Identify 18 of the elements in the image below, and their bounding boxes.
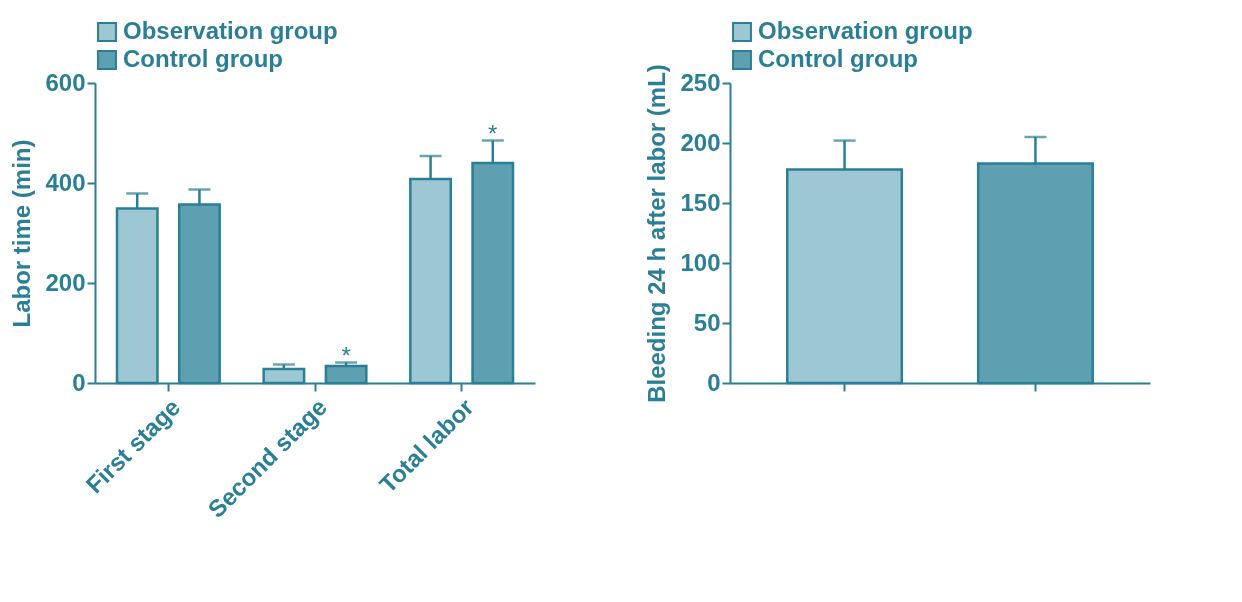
data-label: * xyxy=(341,341,351,369)
y-tick-label: 100 xyxy=(680,248,721,276)
y-axis-title: Bleeding 24 h after labor (mL) xyxy=(643,64,671,403)
y-tick-label: 0 xyxy=(72,368,86,396)
data-label: * xyxy=(488,119,498,147)
legend-label: Observation group xyxy=(758,17,973,44)
y-tick-label: 50 xyxy=(693,308,721,336)
y-tick-label: 0 xyxy=(707,368,721,396)
y-tick-label: 400 xyxy=(45,168,86,196)
y-tick-label: 150 xyxy=(680,188,721,216)
y-tick-label: 600 xyxy=(45,68,86,96)
legend-label: Observation group xyxy=(123,17,338,44)
y-tick-label: 200 xyxy=(680,128,721,156)
legend-label: Control group xyxy=(758,45,918,72)
y-tick-label: 250 xyxy=(680,68,721,96)
legend-label: Control group xyxy=(123,45,283,72)
y-axis-title: Labor time (min) xyxy=(8,139,36,328)
y-tick-label: 200 xyxy=(45,268,86,296)
